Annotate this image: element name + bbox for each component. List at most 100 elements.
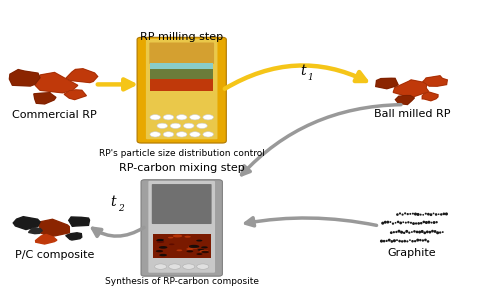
Point [434,212,442,217]
Point [409,211,417,216]
Ellipse shape [159,246,168,249]
Ellipse shape [190,132,200,137]
Point [385,238,393,243]
Point [422,220,430,225]
Point [382,239,390,243]
Point [404,212,411,217]
Ellipse shape [157,123,168,128]
Polygon shape [422,92,438,101]
Point [431,229,439,234]
Point [420,219,428,224]
Text: Graphite: Graphite [388,248,436,258]
Ellipse shape [191,247,198,249]
Point [422,211,430,216]
Point [389,221,397,226]
FancyBboxPatch shape [148,181,215,273]
Point [398,239,406,244]
Ellipse shape [150,132,160,137]
Text: RP milling step: RP milling step [140,33,224,42]
Polygon shape [34,93,56,104]
Polygon shape [36,234,57,244]
Polygon shape [10,69,40,86]
Point [396,211,404,216]
Ellipse shape [163,115,173,120]
Point [396,221,404,225]
Ellipse shape [176,249,182,251]
Point [427,212,435,217]
Point [392,220,400,225]
Point [404,220,412,225]
Point [430,211,438,216]
Point [378,239,386,243]
Point [388,239,396,244]
Point [399,220,407,224]
Ellipse shape [186,250,194,252]
Polygon shape [68,217,89,226]
Point [401,211,409,216]
Ellipse shape [198,249,204,251]
Point [438,212,446,217]
Point [416,212,424,217]
Bar [150,79,213,91]
Point [418,229,426,234]
Ellipse shape [172,234,182,237]
Ellipse shape [196,253,202,255]
Point [426,230,434,234]
Point [408,230,416,234]
FancyBboxPatch shape [137,37,226,143]
Point [424,239,432,244]
Point [428,229,436,234]
Point [404,239,411,244]
Point [401,239,409,243]
FancyBboxPatch shape [150,42,214,64]
Point [398,230,406,235]
Polygon shape [37,219,70,237]
Ellipse shape [203,115,213,120]
Point [394,212,402,217]
Point [408,239,416,243]
Point [384,220,392,224]
Point [440,212,448,216]
Point [419,238,427,243]
Point [410,221,418,226]
Ellipse shape [196,264,209,269]
Polygon shape [376,78,398,89]
Point [392,230,400,234]
Ellipse shape [184,123,194,128]
Point [420,231,428,235]
Ellipse shape [201,251,209,253]
FancyArrowPatch shape [242,105,401,175]
Ellipse shape [154,264,166,269]
Bar [150,69,213,79]
Point [416,238,424,243]
Text: RP-carbon mixing step: RP-carbon mixing step [119,163,244,173]
Ellipse shape [176,132,187,137]
Ellipse shape [188,246,193,248]
Bar [153,234,210,258]
Ellipse shape [163,132,173,137]
Ellipse shape [150,115,160,120]
Point [416,230,424,234]
Point [413,230,421,234]
Point [442,212,450,216]
Point [386,220,394,224]
Polygon shape [422,76,448,86]
Point [396,239,404,243]
Text: P/C composite: P/C composite [14,251,94,260]
Point [410,229,418,234]
Bar [150,63,213,69]
Point [419,212,427,217]
Ellipse shape [196,240,202,241]
Text: Commercial RP: Commercial RP [12,110,96,120]
Point [414,221,422,226]
Point [407,220,415,225]
Point [400,231,408,235]
FancyArrowPatch shape [98,79,134,89]
Point [430,220,438,225]
Text: 1: 1 [308,73,314,82]
Polygon shape [396,96,414,105]
Point [406,230,413,235]
Point [382,220,390,224]
Ellipse shape [156,239,163,241]
Point [402,220,410,225]
